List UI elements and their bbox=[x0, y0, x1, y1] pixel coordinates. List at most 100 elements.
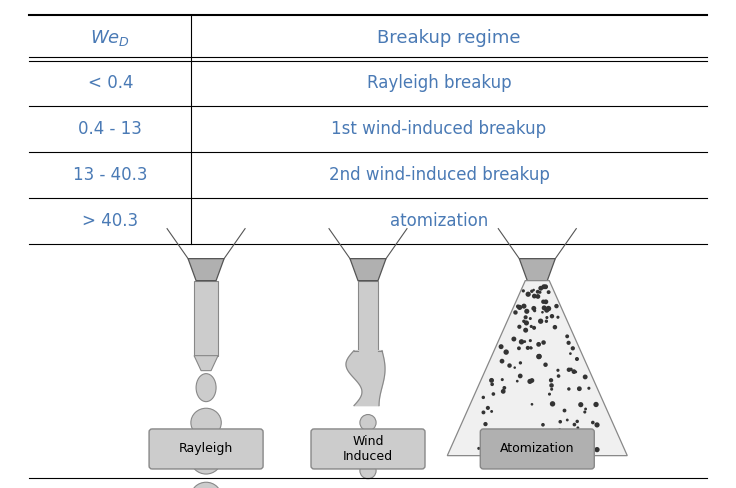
Text: 1st wind-induced breakup: 1st wind-induced breakup bbox=[331, 121, 547, 138]
Ellipse shape bbox=[589, 443, 592, 445]
Ellipse shape bbox=[530, 325, 533, 328]
Ellipse shape bbox=[536, 294, 540, 299]
Ellipse shape bbox=[513, 310, 517, 315]
Ellipse shape bbox=[500, 378, 504, 381]
Ellipse shape bbox=[537, 342, 541, 347]
Ellipse shape bbox=[578, 433, 583, 439]
Ellipse shape bbox=[539, 291, 542, 294]
Ellipse shape bbox=[481, 410, 486, 414]
Ellipse shape bbox=[529, 346, 532, 349]
Polygon shape bbox=[194, 356, 218, 371]
Ellipse shape bbox=[554, 304, 559, 308]
Ellipse shape bbox=[490, 383, 494, 386]
Ellipse shape bbox=[498, 344, 503, 349]
Ellipse shape bbox=[545, 306, 551, 311]
Ellipse shape bbox=[549, 378, 553, 383]
Ellipse shape bbox=[528, 317, 532, 320]
Ellipse shape bbox=[541, 300, 545, 304]
Ellipse shape bbox=[550, 387, 553, 391]
Polygon shape bbox=[358, 281, 378, 351]
Ellipse shape bbox=[541, 423, 545, 427]
Ellipse shape bbox=[481, 436, 484, 439]
Ellipse shape bbox=[360, 463, 376, 479]
Text: Wind
Induced: Wind Induced bbox=[343, 435, 393, 463]
Ellipse shape bbox=[548, 393, 551, 396]
Polygon shape bbox=[194, 281, 218, 356]
Ellipse shape bbox=[507, 363, 512, 368]
Ellipse shape bbox=[191, 408, 222, 437]
Ellipse shape bbox=[545, 316, 548, 319]
Ellipse shape bbox=[541, 340, 546, 345]
Ellipse shape bbox=[547, 290, 551, 294]
Ellipse shape bbox=[516, 380, 519, 383]
Ellipse shape bbox=[528, 379, 533, 384]
Ellipse shape bbox=[519, 339, 524, 345]
Text: Rayleigh: Rayleigh bbox=[179, 443, 233, 455]
Ellipse shape bbox=[512, 337, 517, 342]
Text: 2nd wind-induced breakup: 2nd wind-induced breakup bbox=[328, 166, 549, 184]
Ellipse shape bbox=[578, 402, 584, 407]
Ellipse shape bbox=[576, 420, 579, 423]
Ellipse shape bbox=[533, 309, 537, 312]
Polygon shape bbox=[447, 281, 627, 456]
Ellipse shape bbox=[542, 285, 546, 289]
Polygon shape bbox=[350, 259, 386, 281]
Ellipse shape bbox=[490, 410, 493, 413]
Ellipse shape bbox=[537, 354, 542, 359]
Ellipse shape bbox=[514, 366, 516, 369]
Ellipse shape bbox=[489, 378, 494, 383]
Ellipse shape bbox=[531, 306, 537, 311]
Ellipse shape bbox=[532, 326, 536, 330]
Polygon shape bbox=[346, 351, 385, 406]
Ellipse shape bbox=[523, 327, 528, 333]
Ellipse shape bbox=[556, 374, 560, 378]
Ellipse shape bbox=[556, 316, 559, 319]
Text: < 0.4: < 0.4 bbox=[88, 75, 133, 92]
Ellipse shape bbox=[583, 374, 587, 379]
Ellipse shape bbox=[543, 285, 548, 289]
Ellipse shape bbox=[530, 378, 534, 383]
Ellipse shape bbox=[191, 482, 222, 488]
Text: Breakup regime: Breakup regime bbox=[378, 29, 520, 46]
Ellipse shape bbox=[587, 386, 590, 390]
FancyBboxPatch shape bbox=[149, 429, 263, 469]
Ellipse shape bbox=[517, 429, 523, 434]
Ellipse shape bbox=[485, 433, 490, 438]
Ellipse shape bbox=[584, 407, 587, 410]
Ellipse shape bbox=[565, 334, 569, 338]
Ellipse shape bbox=[583, 410, 587, 414]
Ellipse shape bbox=[570, 346, 575, 350]
Ellipse shape bbox=[522, 289, 525, 292]
Text: atomization: atomization bbox=[390, 212, 488, 230]
Ellipse shape bbox=[530, 347, 533, 349]
Ellipse shape bbox=[591, 421, 595, 425]
Ellipse shape bbox=[526, 292, 531, 297]
Ellipse shape bbox=[544, 308, 549, 313]
Ellipse shape bbox=[593, 402, 598, 407]
Ellipse shape bbox=[516, 305, 520, 308]
Ellipse shape bbox=[540, 438, 545, 443]
Ellipse shape bbox=[562, 408, 567, 412]
Ellipse shape bbox=[567, 367, 571, 372]
Ellipse shape bbox=[556, 369, 559, 372]
Ellipse shape bbox=[558, 428, 561, 431]
Ellipse shape bbox=[523, 315, 528, 319]
Ellipse shape bbox=[575, 371, 577, 373]
Ellipse shape bbox=[538, 286, 543, 291]
Ellipse shape bbox=[572, 369, 576, 374]
Ellipse shape bbox=[536, 290, 539, 294]
Ellipse shape bbox=[522, 320, 526, 323]
Ellipse shape bbox=[526, 346, 530, 350]
Ellipse shape bbox=[549, 383, 553, 387]
Ellipse shape bbox=[531, 403, 534, 406]
Ellipse shape bbox=[477, 447, 481, 450]
Ellipse shape bbox=[595, 447, 600, 452]
Ellipse shape bbox=[595, 422, 600, 427]
Ellipse shape bbox=[196, 374, 216, 402]
Ellipse shape bbox=[545, 320, 548, 323]
Ellipse shape bbox=[517, 305, 523, 310]
Ellipse shape bbox=[567, 387, 570, 391]
Ellipse shape bbox=[360, 439, 376, 455]
Text: 0.4 - 13: 0.4 - 13 bbox=[79, 121, 142, 138]
Ellipse shape bbox=[538, 319, 543, 324]
